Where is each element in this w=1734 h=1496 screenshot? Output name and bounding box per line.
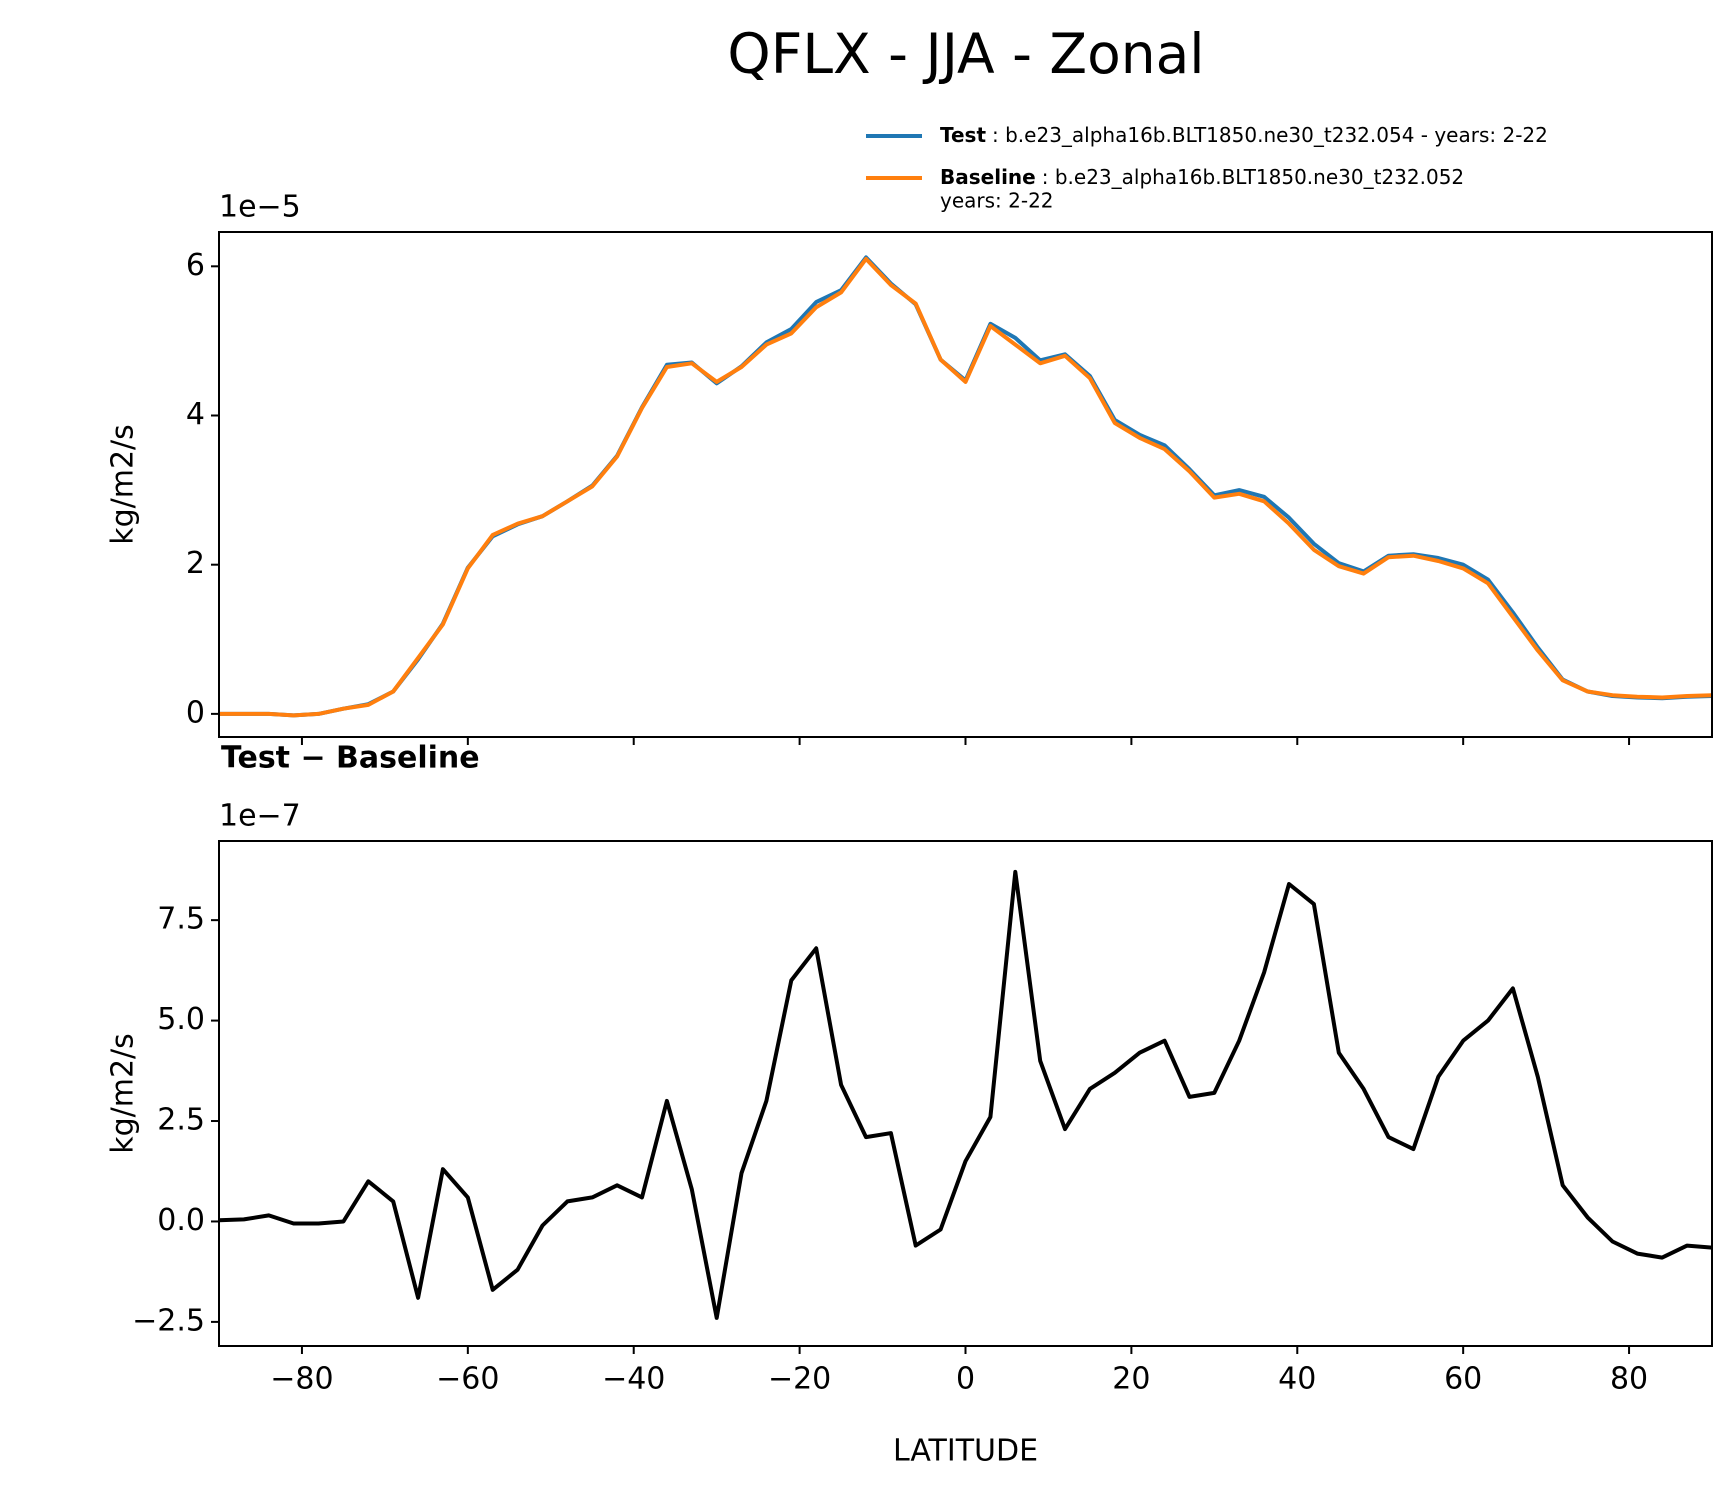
y-tick-label: 2 bbox=[186, 546, 205, 581]
legend-label: Test: b.e23_alpha16b.BLT1850.ne30_t232.0… bbox=[940, 123, 1548, 147]
y-tick-label: 0.0 bbox=[157, 1203, 205, 1238]
x-tick-label: 20 bbox=[1112, 1362, 1150, 1397]
legend-text: : b.e23_alpha16b.BLT1850.ne30_t232.052 bbox=[1042, 165, 1464, 189]
legend-text: : b.e23_alpha16b.BLT1850.ne30_t232.054 -… bbox=[992, 123, 1548, 147]
offset-label: 1e−7 bbox=[219, 799, 301, 834]
y-tick-label: 7.5 bbox=[157, 902, 205, 937]
y-tick-label: 0 bbox=[186, 695, 205, 730]
y-tick-label: 5.0 bbox=[157, 1002, 205, 1037]
y-axis-label: kg/m2/s bbox=[106, 424, 141, 545]
series-line bbox=[219, 869, 1712, 1320]
plot-frame bbox=[218, 231, 1713, 738]
legend-name: Baseline bbox=[940, 165, 1036, 189]
x-tick-label: −40 bbox=[602, 1362, 665, 1397]
plot-frame bbox=[218, 840, 1713, 1347]
x-tick-label: −80 bbox=[270, 1362, 333, 1397]
offset-label: 1e−5 bbox=[219, 190, 301, 225]
series-line bbox=[219, 256, 1712, 718]
series-line bbox=[219, 255, 1712, 718]
x-axis-label: LATITUDE bbox=[893, 1434, 1038, 1469]
x-tick-label: 0 bbox=[956, 1362, 975, 1397]
y-tick-label: −2.5 bbox=[132, 1303, 205, 1338]
y-tick-label: 2.5 bbox=[157, 1103, 205, 1138]
x-tick-label: 40 bbox=[1278, 1362, 1316, 1397]
x-tick-label: 80 bbox=[1610, 1362, 1648, 1397]
x-tick-label: 60 bbox=[1444, 1362, 1482, 1397]
figure-title: QFLX - JJA - Zonal bbox=[727, 22, 1204, 86]
y-tick-label: 6 bbox=[186, 248, 205, 283]
legend-name: Test bbox=[940, 123, 986, 147]
legend-label: years: 2-22 bbox=[940, 189, 1054, 213]
subplot-title: Test − Baseline bbox=[221, 741, 480, 776]
x-tick-label: −20 bbox=[768, 1362, 831, 1397]
x-tick-label: −60 bbox=[436, 1362, 499, 1397]
legend-label: Baseline: b.e23_alpha16b.BLT1850.ne30_t2… bbox=[940, 165, 1464, 189]
y-tick-label: 4 bbox=[186, 397, 205, 432]
y-axis-label: kg/m2/s bbox=[106, 1033, 141, 1154]
